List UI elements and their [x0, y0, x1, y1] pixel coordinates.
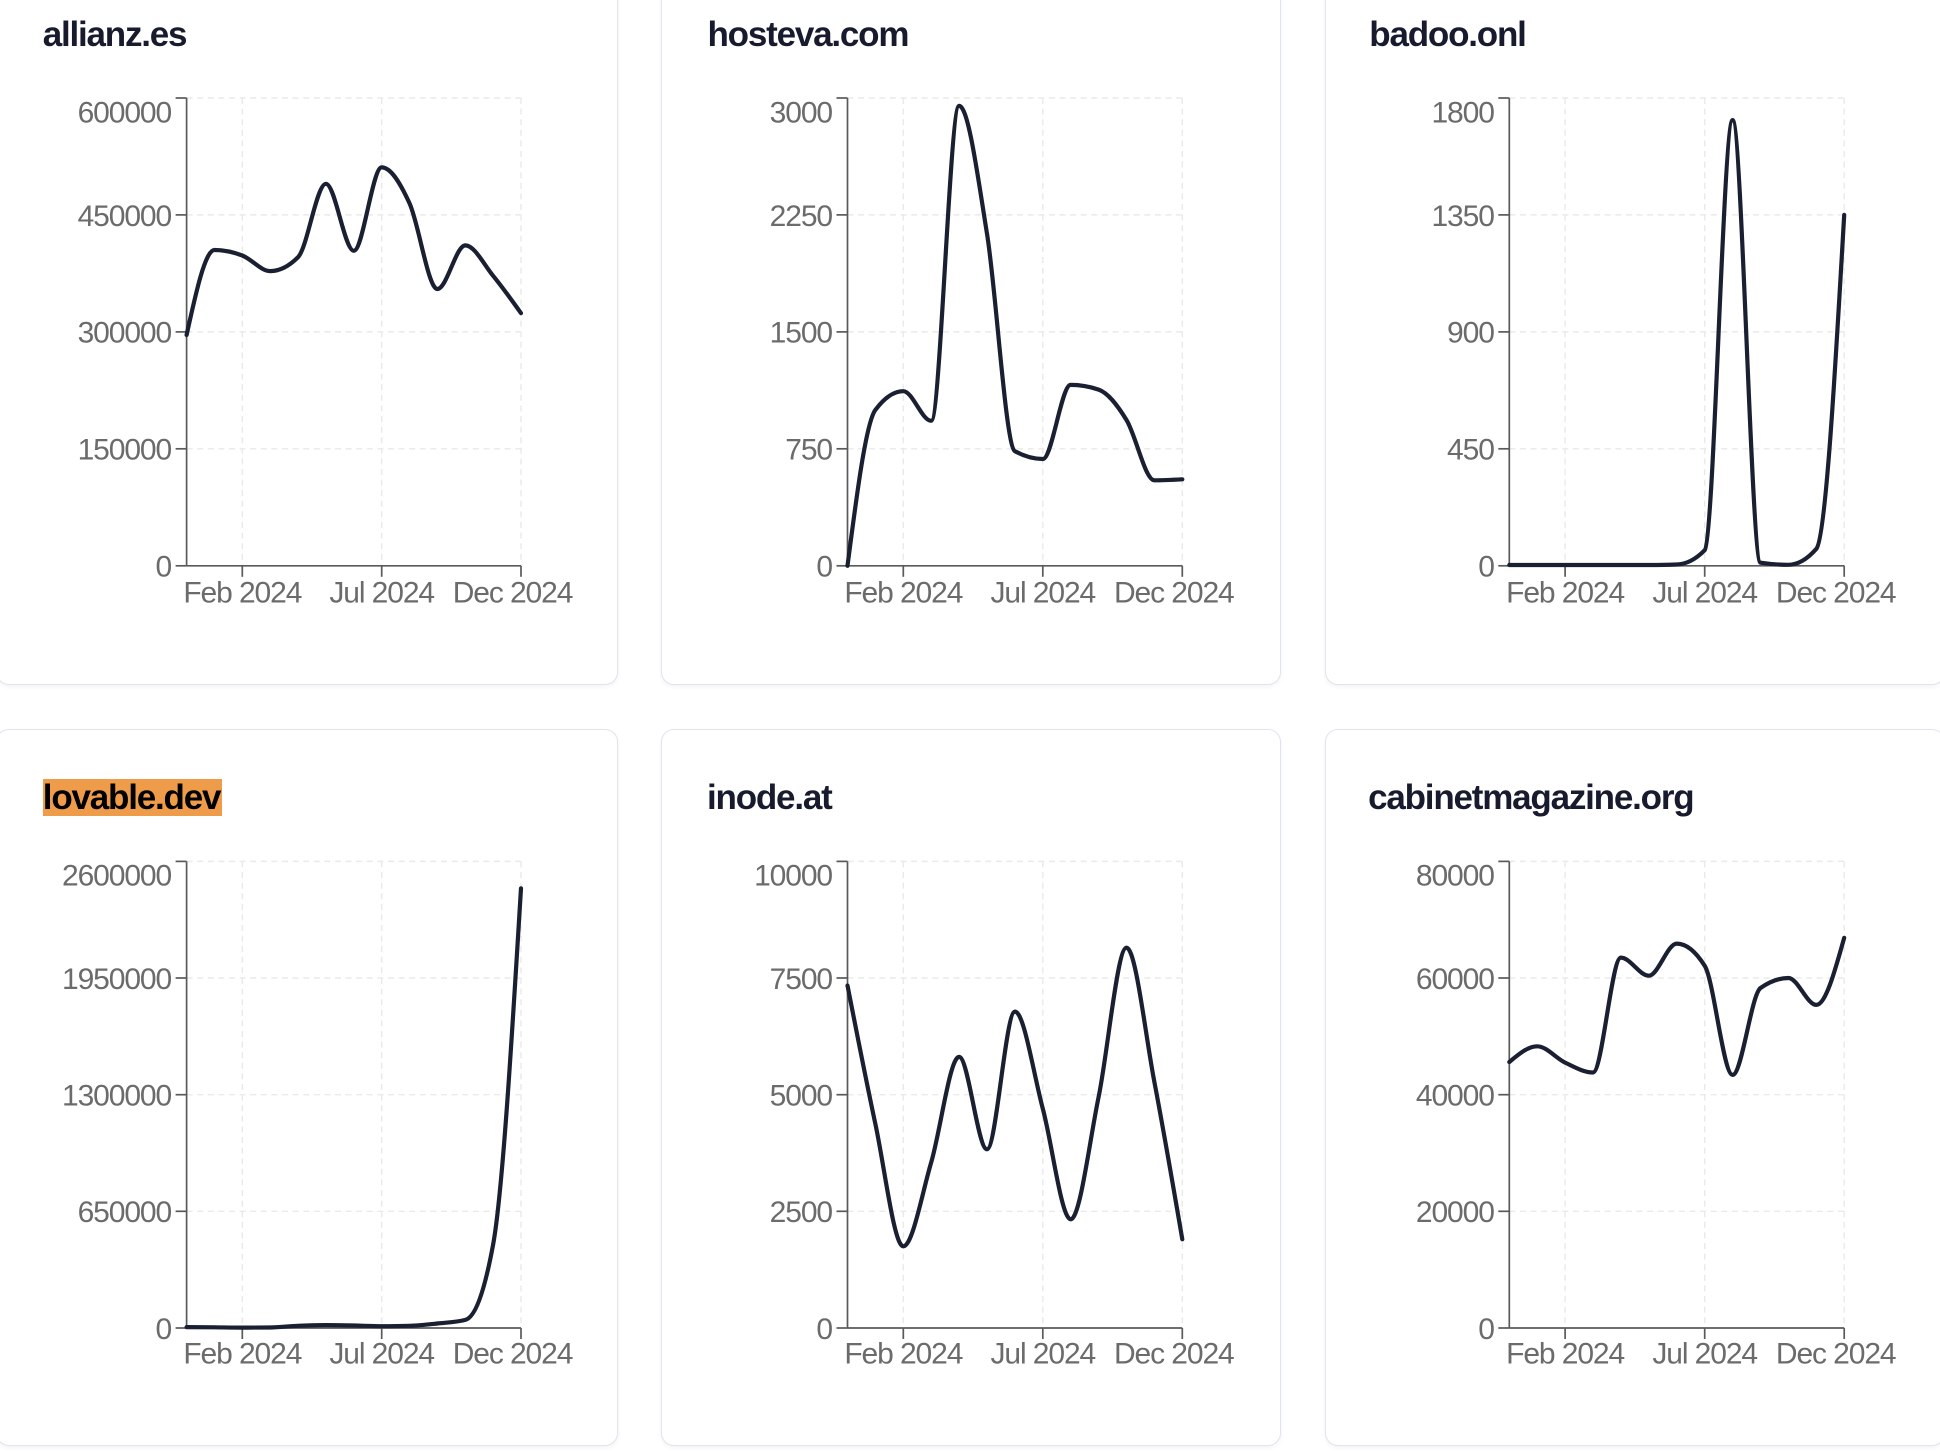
svg-text:0: 0: [1478, 551, 1494, 584]
svg-text:Dec 2024: Dec 2024: [1776, 576, 1896, 609]
svg-text:0: 0: [816, 1313, 832, 1346]
svg-text:Feb 2024: Feb 2024: [844, 1337, 962, 1370]
svg-text:Dec 2024: Dec 2024: [1114, 1337, 1234, 1370]
svg-text:Jul 2024: Jul 2024: [990, 576, 1095, 609]
svg-text:Dec 2024: Dec 2024: [1776, 1337, 1896, 1370]
svg-text:0: 0: [1478, 1313, 1494, 1346]
svg-text:900: 900: [1447, 317, 1494, 350]
svg-text:40000: 40000: [1416, 1080, 1494, 1113]
svg-text:Feb 2024: Feb 2024: [844, 576, 962, 609]
svg-text:1500: 1500: [770, 317, 833, 350]
svg-text:Dec 2024: Dec 2024: [453, 576, 573, 609]
svg-text:1950000: 1950000: [62, 963, 172, 996]
svg-text:1300000: 1300000: [62, 1080, 172, 1113]
svg-text:Feb 2024: Feb 2024: [1506, 576, 1624, 609]
svg-text:10000: 10000: [754, 860, 832, 893]
svg-text:450: 450: [1447, 434, 1494, 467]
svg-text:2600000: 2600000: [62, 860, 172, 893]
svg-text:Jul 2024: Jul 2024: [990, 1337, 1095, 1370]
svg-text:2500: 2500: [770, 1196, 833, 1229]
svg-text:650000: 650000: [78, 1196, 172, 1229]
svg-text:Jul 2024: Jul 2024: [329, 1337, 434, 1370]
svg-text:Dec 2024: Dec 2024: [1114, 576, 1234, 609]
svg-text:2250: 2250: [770, 200, 833, 233]
svg-text:300000: 300000: [78, 317, 172, 350]
svg-text:Jul 2024: Jul 2024: [1652, 1337, 1757, 1370]
svg-text:Jul 2024: Jul 2024: [329, 576, 434, 609]
svg-text:7500: 7500: [770, 963, 833, 996]
svg-text:0: 0: [156, 551, 172, 584]
svg-text:750: 750: [785, 434, 832, 467]
svg-text:Jul 2024: Jul 2024: [1652, 576, 1757, 609]
svg-text:600000: 600000: [78, 96, 172, 129]
svg-text:5000: 5000: [770, 1080, 833, 1113]
svg-text:150000: 150000: [78, 434, 172, 467]
svg-text:3000: 3000: [770, 96, 833, 129]
svg-text:20000: 20000: [1416, 1196, 1494, 1229]
svg-text:80000: 80000: [1416, 860, 1494, 893]
svg-text:Feb 2024: Feb 2024: [1506, 1337, 1624, 1370]
svg-text:Feb 2024: Feb 2024: [183, 576, 301, 609]
svg-text:0: 0: [816, 551, 832, 584]
svg-text:1800: 1800: [1431, 96, 1494, 129]
svg-text:450000: 450000: [78, 200, 172, 233]
svg-text:Feb 2024: Feb 2024: [183, 1337, 301, 1370]
svg-text:Dec 2024: Dec 2024: [453, 1337, 573, 1370]
svg-text:1350: 1350: [1431, 200, 1494, 233]
svg-text:0: 0: [156, 1313, 172, 1346]
svg-text:60000: 60000: [1416, 963, 1494, 996]
